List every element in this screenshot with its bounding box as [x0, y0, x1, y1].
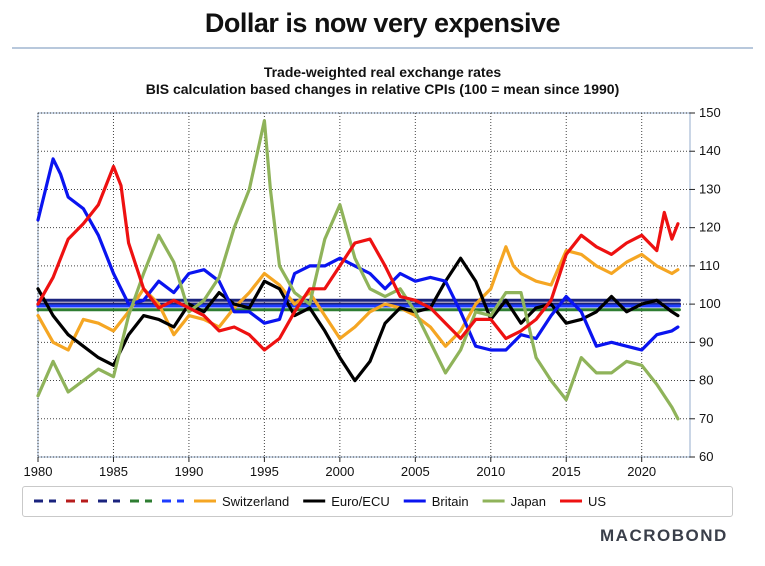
legend-label: Britain — [432, 494, 469, 509]
x-tick-label: 1985 — [99, 464, 128, 479]
legend-label: Japan — [511, 494, 546, 509]
x-tick-label: 2010 — [476, 464, 505, 479]
x-tick-label: 2015 — [552, 464, 581, 479]
x-tick-label: 2020 — [627, 464, 656, 479]
y-tick-label: 80 — [699, 373, 713, 388]
series-line-japan — [36, 119, 680, 421]
legend-box — [22, 486, 733, 517]
x-tick-label: 1990 — [174, 464, 203, 479]
y-tick-label: 100 — [699, 296, 721, 311]
y-tick-label: 120 — [699, 220, 721, 235]
legend-label: Euro/ECU — [331, 494, 390, 509]
y-tick-label: 70 — [699, 411, 713, 426]
chart-subtitle: BIS calculation based changes in relativ… — [145, 81, 620, 97]
series-line-us — [36, 164, 680, 352]
series-line-euro-ecu — [36, 256, 680, 383]
y-tick-label: 140 — [699, 143, 721, 158]
legend-label: Switzerland — [222, 494, 289, 509]
x-tick-label: 2000 — [325, 464, 354, 479]
y-tick-label: 110 — [699, 258, 720, 273]
y-tick-label: 60 — [699, 449, 713, 464]
y-tick-label: 130 — [699, 181, 721, 196]
y-tick-label: 150 — [699, 105, 721, 120]
plot-area — [37, 112, 691, 458]
x-tick-label: 1995 — [250, 464, 279, 479]
y-tick-label: 90 — [699, 334, 713, 349]
chart-title: Trade-weighted real exchange rates — [263, 64, 502, 80]
title-divider — [12, 47, 753, 49]
macrobond-logo: MACROBOND — [600, 526, 728, 545]
page-title: Dollar is now very expensive — [204, 8, 561, 38]
legend-label: US — [588, 494, 606, 509]
x-tick-label: 1980 — [24, 464, 53, 479]
x-tick-label: 2005 — [401, 464, 430, 479]
